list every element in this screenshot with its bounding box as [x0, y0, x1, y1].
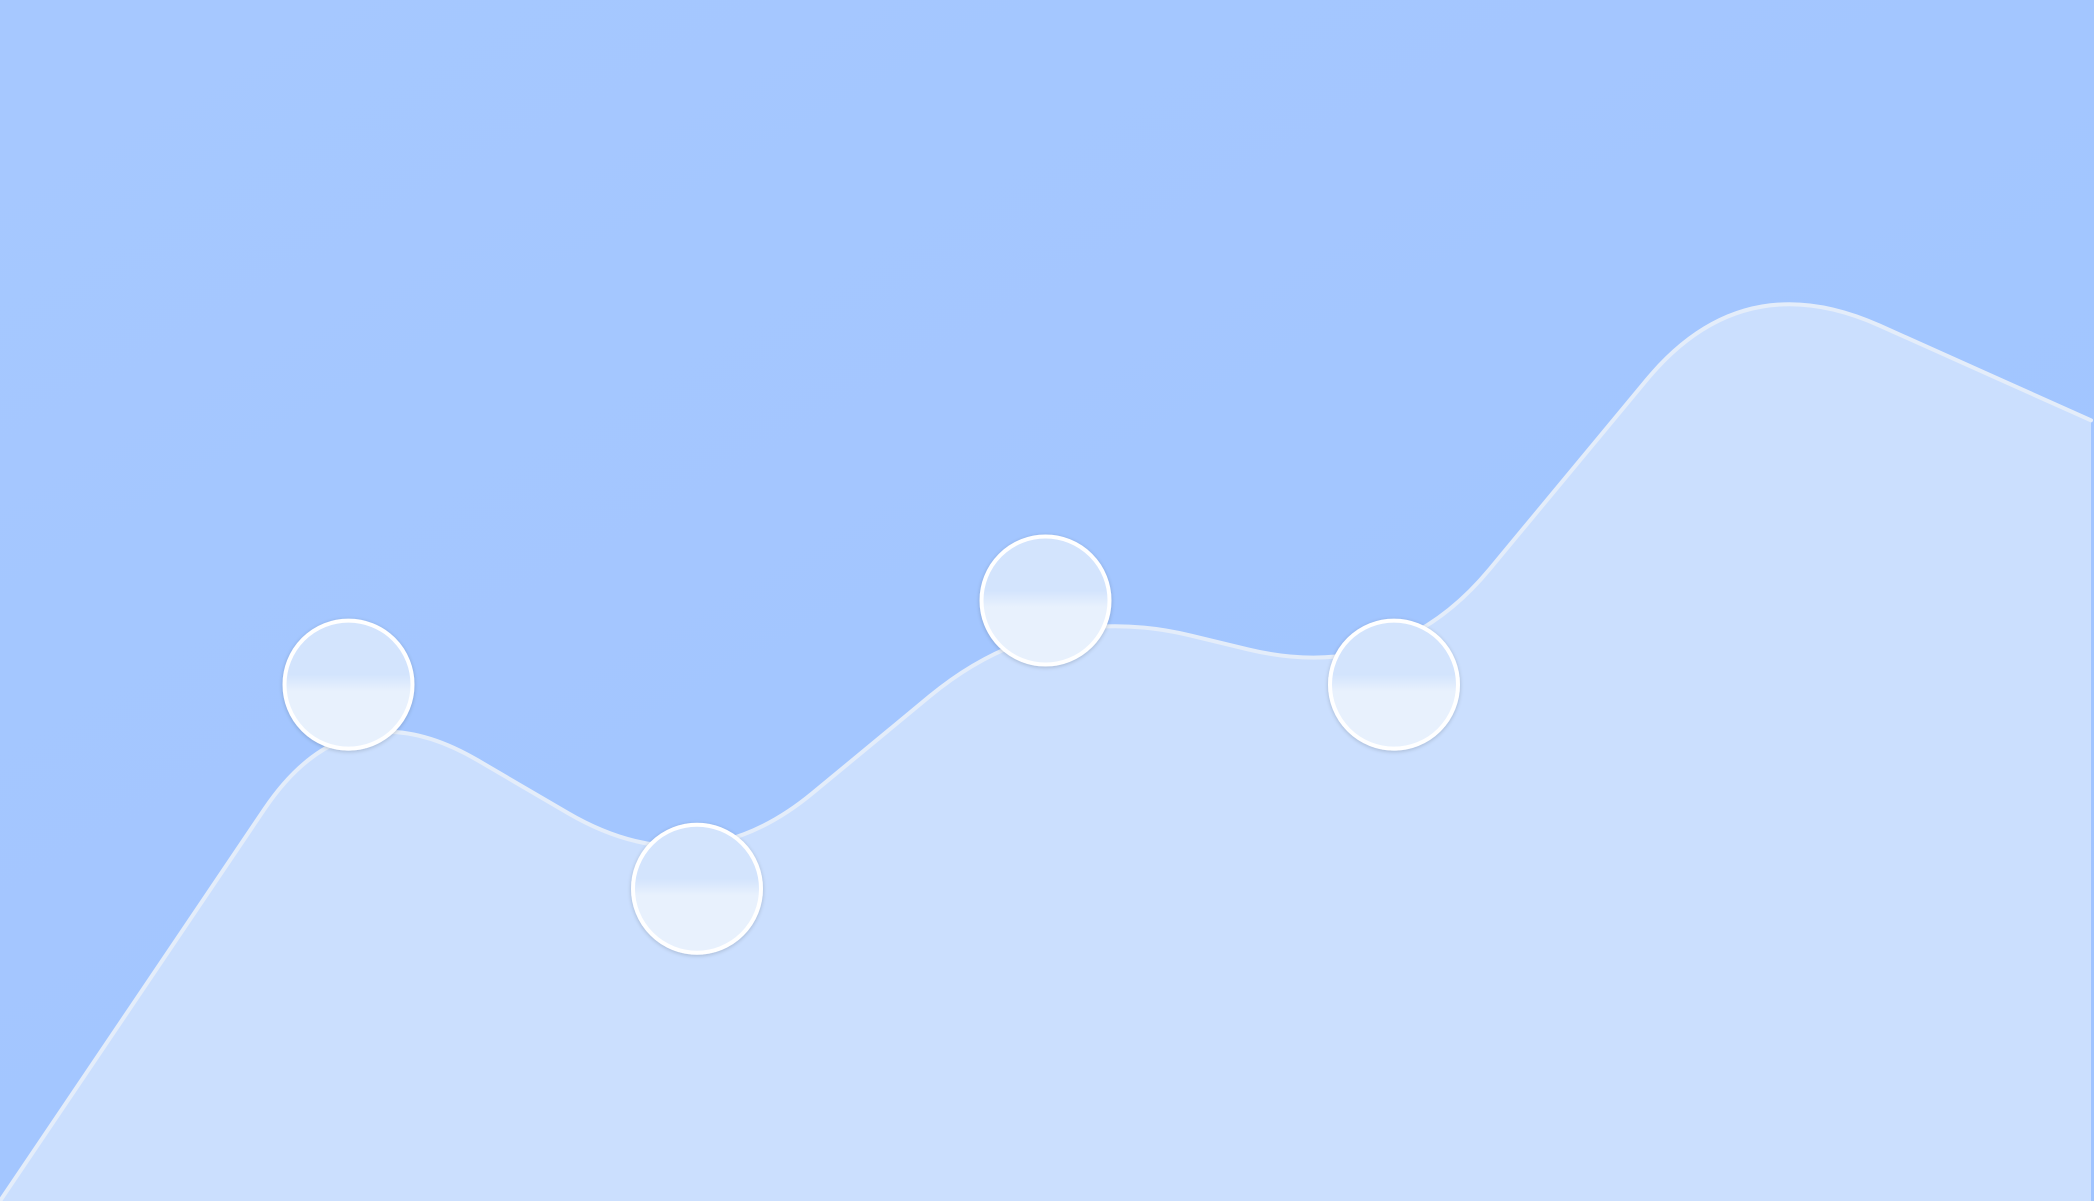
marker-group: [282, 534, 1460, 955]
data-point-marker-4: [1328, 618, 1460, 751]
data-point-marker-2: [631, 822, 763, 955]
series-area-fill: [0, 304, 2091, 1201]
data-point-marker-3: [979, 534, 1112, 667]
data-point-marker-1: [282, 618, 415, 751]
